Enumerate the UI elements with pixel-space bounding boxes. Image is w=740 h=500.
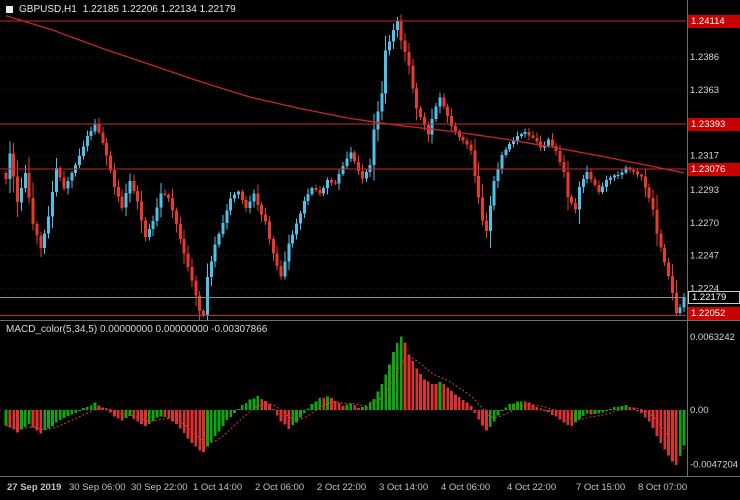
- macd-pane: 0.0063242 0.00 -0.0047204 MACD_color(5,34,…: [0, 320, 740, 476]
- macd-signal-line: [5, 357, 685, 450]
- macd-tick-label: 0.00: [690, 405, 709, 416]
- macd-tick-label: -0.0047204: [690, 460, 738, 471]
- price-chart[interactable]: 1.2386 1.2363 1.2339 1.2317 1.2293 1.2270 1.22…: [0, 0, 740, 320]
- price-tick-label: 1.2293: [690, 185, 719, 196]
- time-tick-label: 2 Oct 06:00: [255, 482, 305, 493]
- time-tick-label: 4 Oct 06:00: [441, 482, 491, 493]
- price-pane: 1.2386 1.2363 1.2339 1.2317 1.2293 1.2270 1.22…: [0, 0, 740, 320]
- time-tick-label: 30 Sep 06:00: [69, 482, 126, 493]
- time-tick-label: 8 Oct 07:00: [638, 482, 688, 493]
- macd-tick-label: 0.0063242: [690, 332, 735, 343]
- ma-line: [5, 15, 685, 174]
- macd-histogram: [4, 336, 686, 465]
- price-tick-label: 1.2339: [690, 119, 719, 130]
- price-tick-label: 1.2247: [690, 251, 719, 262]
- time-axis[interactable]: 27 Sep 2019 30 Sep 06:00 30 Sep 22:00 1 Oct…: [0, 476, 740, 500]
- price-tick-label: 1.2363: [690, 85, 719, 96]
- time-tick-label: 7 Oct 15:00: [576, 482, 626, 493]
- time-tick-label: 3 Oct 14:00: [379, 482, 429, 493]
- price-tick-label: 1.2386: [690, 52, 719, 63]
- macd-chart[interactable]: 0.0063242 0.00 -0.0047204: [0, 321, 740, 476]
- time-tick-label: 1 Oct 14:00: [193, 482, 243, 493]
- price-tick-label: 1.2270: [690, 218, 719, 229]
- price-tick-label: 1.2317: [690, 151, 719, 162]
- time-tick-label: 27 Sep 2019: [7, 482, 62, 493]
- time-tick-label: 2 Oct 22:00: [317, 482, 367, 493]
- price-tick-label: 1.2224: [690, 284, 719, 295]
- time-tick-label: 30 Sep 22:00: [131, 482, 188, 493]
- time-tick-label: 4 Oct 22:00: [507, 482, 557, 493]
- candles: [4, 14, 686, 320]
